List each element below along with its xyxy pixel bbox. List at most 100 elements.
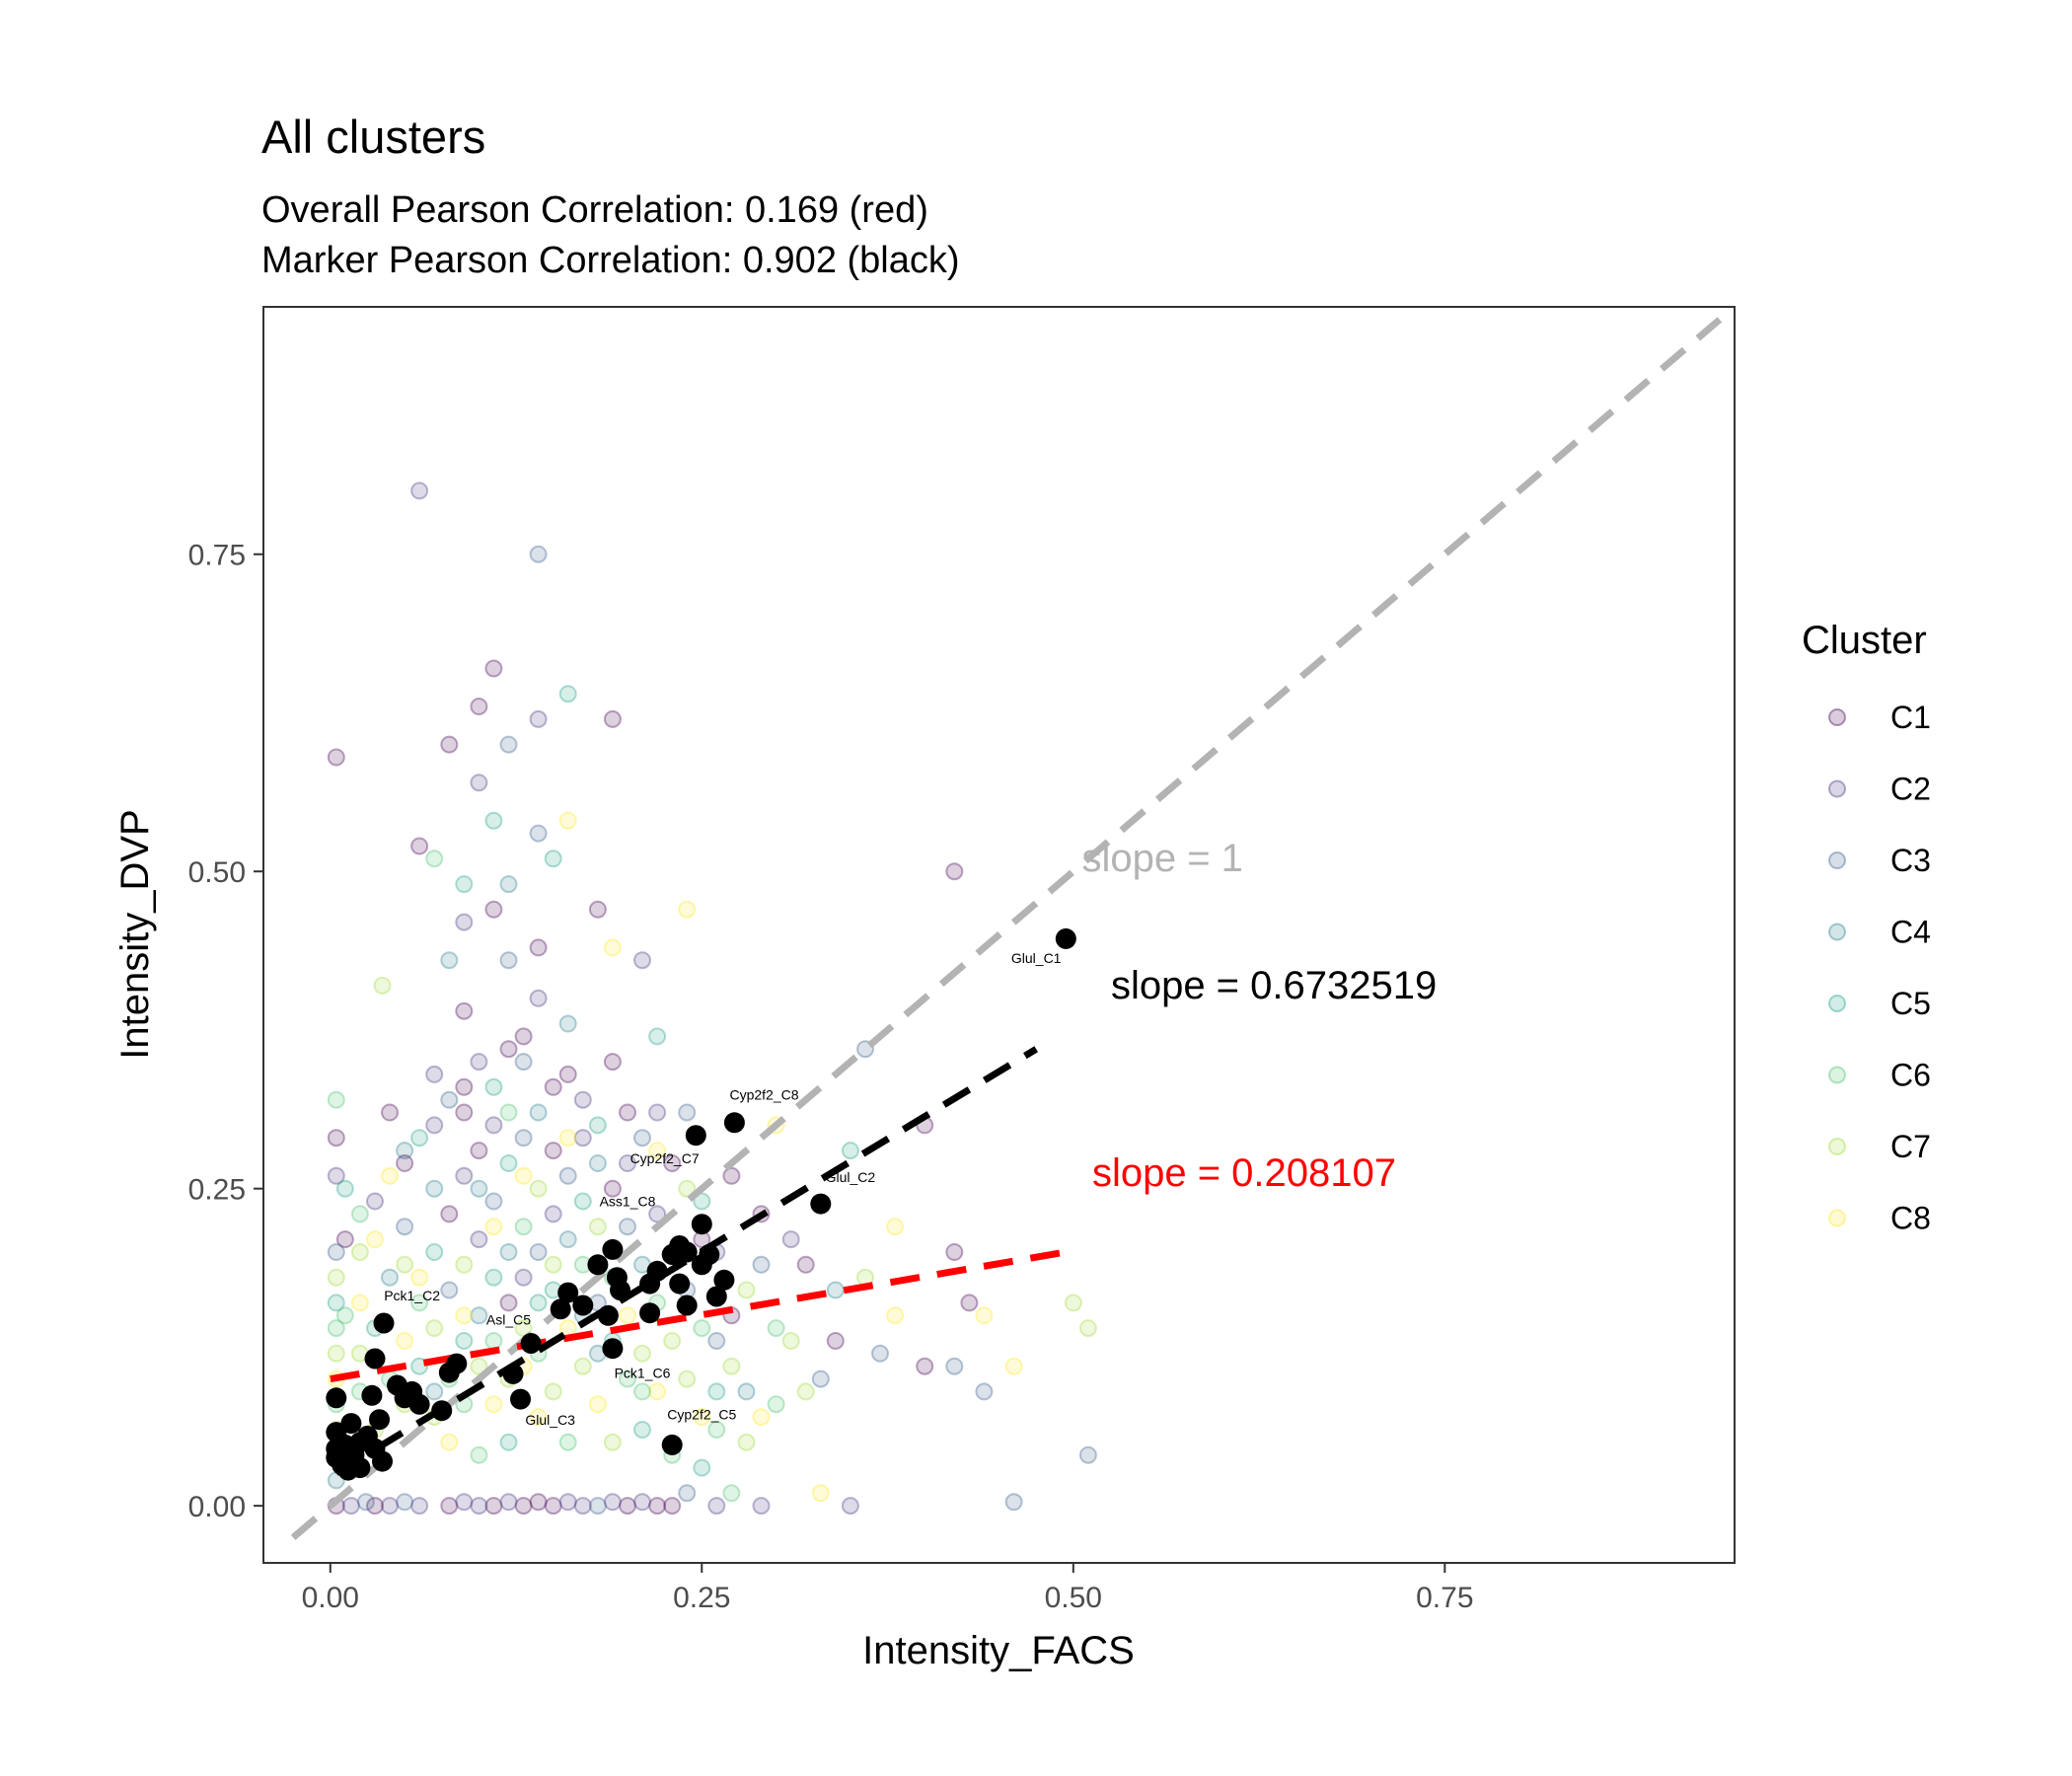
marker-point: [373, 1312, 395, 1334]
data-point-c1: [945, 1243, 964, 1261]
x-tick-label: 0.00: [302, 1582, 359, 1614]
marker-point: [349, 1457, 371, 1479]
data-point-c3: [619, 1218, 636, 1236]
legend-key-c4: [1828, 923, 1846, 941]
marker-point: [438, 1362, 460, 1383]
data-point-c8: [350, 1294, 369, 1312]
data-point-c8: [396, 1332, 414, 1350]
data-point-c5: [707, 1382, 726, 1401]
marker-point: [369, 1409, 390, 1431]
data-point-c6: [633, 1382, 651, 1401]
data-point-c8: [1004, 1357, 1023, 1375]
data-point-c1: [514, 1027, 533, 1046]
marker-point: [597, 1304, 619, 1326]
data-point-c5: [529, 1294, 548, 1312]
data-point-c6: [327, 1090, 345, 1109]
marker-point: [639, 1302, 661, 1324]
marker-point: [361, 1384, 383, 1406]
legend: Cluster C1 C2 C3 C4 C5 C6 C7 C8: [1802, 619, 1931, 1236]
data-point-c5: [544, 850, 562, 868]
data-point-c4: [425, 1382, 444, 1401]
marker-label: Cyp2f2_C7: [630, 1150, 700, 1166]
marker-points: [326, 927, 1076, 1481]
data-point-c1: [470, 1142, 488, 1160]
marker-label: Cyp2f2_C8: [729, 1087, 798, 1103]
data-point-c3: [975, 1382, 994, 1401]
data-point-c7: [781, 1332, 800, 1350]
x-tick-label: 0.25: [673, 1582, 730, 1614]
data-point-c7: [633, 1344, 651, 1363]
marker-point: [669, 1273, 691, 1295]
data-point-c2: [781, 1230, 800, 1249]
data-point-c2: [633, 1493, 651, 1512]
marker-point: [340, 1413, 362, 1435]
marker-point: [661, 1434, 683, 1455]
data-point-c3: [499, 951, 518, 970]
legend-label-c4: C4: [1890, 915, 1931, 950]
data-point-c7: [722, 1357, 741, 1375]
data-point-c1: [588, 900, 607, 919]
data-point-c1: [410, 837, 429, 855]
legend-key-c8: [1828, 1209, 1846, 1227]
data-point-c6: [350, 1205, 369, 1223]
data-point-c1: [663, 1154, 682, 1172]
marker-label: Glul_C3: [525, 1412, 575, 1428]
data-point-c5: [484, 1077, 503, 1096]
data-point-c7: [350, 1243, 369, 1261]
overall-fit-line: [330, 1248, 1067, 1383]
data-point-c3: [811, 1369, 830, 1388]
data-point-c6: [693, 1319, 711, 1338]
data-point-c6: [558, 1433, 577, 1451]
data-point-c5: [499, 1433, 518, 1451]
data-point-c2: [619, 1154, 636, 1172]
data-point-c1: [529, 1493, 548, 1512]
legend-entries: C1 C2 C3 C4 C5 C6 C7 C8: [1828, 700, 1931, 1236]
data-point-c2: [366, 1192, 384, 1211]
data-point-c2: [529, 709, 548, 728]
marker-point: [723, 1112, 745, 1134]
data-point-c4: [396, 1142, 414, 1160]
legend-label-c8: C8: [1890, 1201, 1931, 1236]
data-point-c7: [1064, 1294, 1082, 1312]
data-point-c8: [484, 1395, 503, 1414]
data-point-c2: [470, 1053, 488, 1072]
legend-key-c5: [1828, 995, 1846, 1012]
data-point-c3: [499, 735, 518, 754]
data-point-c8: [366, 1230, 384, 1249]
y-tick-label: 0.25: [188, 1174, 246, 1207]
data-point-c2: [425, 1065, 444, 1083]
x-axis-ticks: 0.00 0.25 0.50 0.75: [302, 1563, 1474, 1614]
data-point-c4: [737, 1382, 756, 1401]
data-point-c4: [558, 1230, 577, 1249]
legend-key-c6: [1828, 1066, 1846, 1084]
data-point-c2: [648, 1103, 667, 1122]
data-point-c5: [410, 1357, 429, 1375]
data-point-c8: [529, 1408, 548, 1427]
data-point-c5: [410, 1129, 429, 1147]
data-point-c2: [752, 1497, 771, 1516]
data-point-c5: [841, 1142, 859, 1160]
marker-point: [610, 1280, 630, 1300]
data-point-c3: [633, 1129, 651, 1147]
data-point-c7: [603, 1433, 622, 1451]
marker-point: [587, 1254, 609, 1276]
marker-label: Glul_C2: [826, 1169, 876, 1185]
data-point-c1: [619, 1103, 636, 1122]
data-point-c7: [573, 1357, 592, 1375]
data-point-c1: [960, 1294, 979, 1312]
data-point-c1: [603, 1179, 622, 1198]
data-point-c7: [396, 1255, 414, 1274]
marker-point: [705, 1286, 727, 1307]
data-point-c8: [558, 811, 577, 830]
data-point-c6: [327, 1319, 345, 1338]
data-point-c1: [722, 1166, 741, 1185]
data-point-c7: [544, 1382, 562, 1401]
x-axis-label: Intensity_FACS: [862, 1629, 1135, 1672]
legend-key-c1: [1828, 708, 1846, 726]
data-point-c1: [366, 1497, 384, 1516]
data-point-c4: [470, 1179, 488, 1198]
chart-subtitle-line-2: Marker Pearson Correlation: 0.902 (black…: [261, 240, 960, 281]
data-point-c2: [573, 1497, 592, 1516]
data-point-c8: [619, 1306, 636, 1325]
